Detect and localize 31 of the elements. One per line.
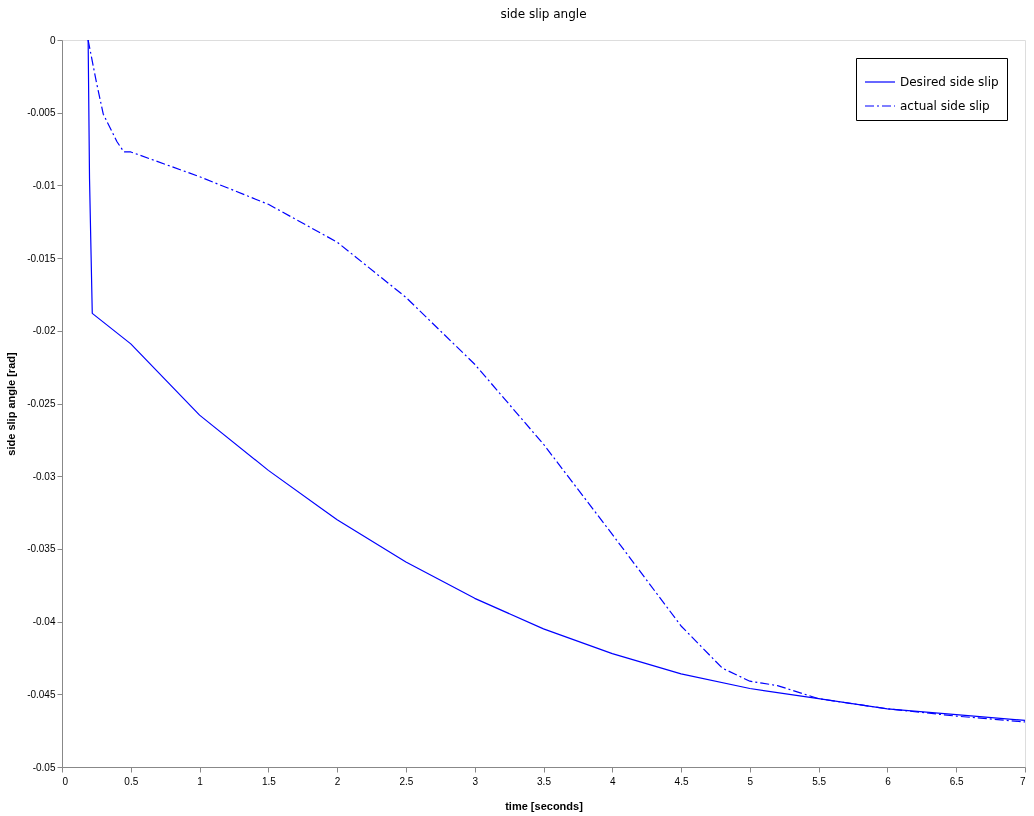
x-tick-label: 4.5 (674, 775, 689, 787)
x-tick-label: 2.5 (399, 775, 414, 787)
y-tick-label: -0.045 (27, 688, 56, 700)
y-tick-label: -0.05 (32, 761, 56, 773)
chart-title: side slip angle (500, 7, 587, 21)
x-tick-label: 0.5 (124, 775, 139, 787)
x-tick-label: 7 (1019, 775, 1026, 787)
x-tick-label: 0 (62, 775, 69, 787)
y-axis-title: side slip angle [rad] (5, 352, 18, 456)
y-tick-label: -0.04 (32, 616, 56, 628)
y-tick-label: 0 (49, 34, 56, 46)
x-tick-label: 4 (610, 775, 616, 787)
y-tick-label: -0.025 (27, 398, 56, 409)
x-tick-label: 6 (885, 775, 892, 787)
y-tick-label: -0.035 (27, 543, 56, 555)
x-tick-label: 1.5 (261, 775, 277, 787)
y-tick-label: -0.01 (32, 179, 56, 191)
y-tick-label: -0.005 (27, 107, 56, 119)
legend-label: Desired side slip (900, 75, 999, 89)
x-tick-label: 5 (747, 775, 754, 787)
y-tick-label: -0.015 (27, 252, 56, 264)
x-tick-label: 5.5 (812, 775, 827, 787)
legend-label: actual side slip (900, 99, 990, 113)
x-tick-label: 2 (334, 775, 341, 787)
x-tick-label: 1 (197, 775, 204, 787)
x-tick-label: 3.5 (537, 775, 552, 787)
x-tick-label: 3 (472, 775, 479, 787)
y-tick-label: -0.02 (32, 325, 56, 337)
x-tick-label: 6.5 (949, 775, 965, 787)
x-axis-title: time [seconds] (505, 799, 584, 812)
y-tick-label: -0.03 (32, 470, 56, 482)
